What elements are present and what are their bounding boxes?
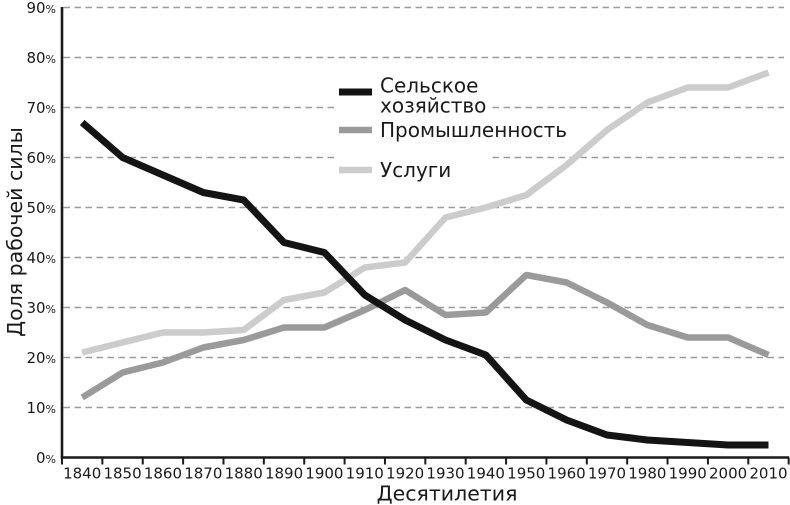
legend-background — [334, 66, 492, 186]
x-tick-label: 1920 — [386, 465, 424, 483]
y-tick-label: 40% — [26, 249, 56, 267]
x-tick-label: 1860 — [144, 465, 182, 483]
series-line-Сельское хозяйство — [79, 119, 769, 449]
series-line-Промышленность — [80, 271, 770, 401]
x-tick-label: 2000 — [709, 465, 747, 483]
y-tick-label: 30% — [26, 299, 56, 317]
y-tick-labels: 0% 10% 20% 30% 40% 50% 60% 70% 80% 90% — [26, 0, 56, 467]
legend-label: хозяйство — [380, 94, 486, 118]
x-tick-label: 1900 — [305, 465, 343, 483]
y-axis-title: Доля рабочей силы — [3, 127, 27, 337]
x-tick-label: 2010 — [749, 465, 787, 483]
x-tick-label: 1970 — [588, 465, 626, 483]
x-tick-label: 1930 — [426, 465, 464, 483]
x-tick-label: 1890 — [265, 465, 303, 483]
y-tick-label: 70% — [26, 99, 56, 117]
x-tick-label: 1910 — [346, 465, 384, 483]
x-tick-label: 1880 — [225, 465, 263, 483]
y-tick-label: 60% — [26, 149, 56, 167]
y-tick-label: 50% — [26, 199, 56, 217]
gridlines — [63, 6, 784, 409]
series-line-Услуги — [81, 69, 770, 356]
x-tick-labels: 1840 1850 1860 1870 1880 1890 1900 1910 1920 1930… — [63, 465, 787, 483]
x-tick-label: 1940 — [467, 465, 505, 483]
x-tick-label: 1840 — [63, 465, 101, 483]
legend-label: Промышленность — [380, 118, 567, 142]
legend-label: Сельское — [380, 74, 478, 98]
data-series — [79, 69, 770, 449]
axes — [60, 7, 790, 465]
x-tick-label: 1870 — [184, 465, 222, 483]
x-tick-label: 1990 — [669, 465, 707, 483]
y-tick-label: 10% — [26, 399, 56, 417]
y-tick-label: 90% — [26, 0, 56, 17]
x-axis-title: Десятилетия — [377, 482, 518, 505]
x-tick-label: 1960 — [548, 465, 586, 483]
x-tick-label: 1980 — [628, 465, 666, 483]
x-tick-label: 1850 — [103, 465, 141, 483]
y-tick-label: 0% — [36, 449, 56, 467]
y-tick-label: 80% — [26, 49, 56, 67]
y-tick-label: 20% — [26, 349, 56, 367]
legend-label: Услуги — [380, 158, 451, 182]
x-tick-label: 1950 — [507, 465, 545, 483]
